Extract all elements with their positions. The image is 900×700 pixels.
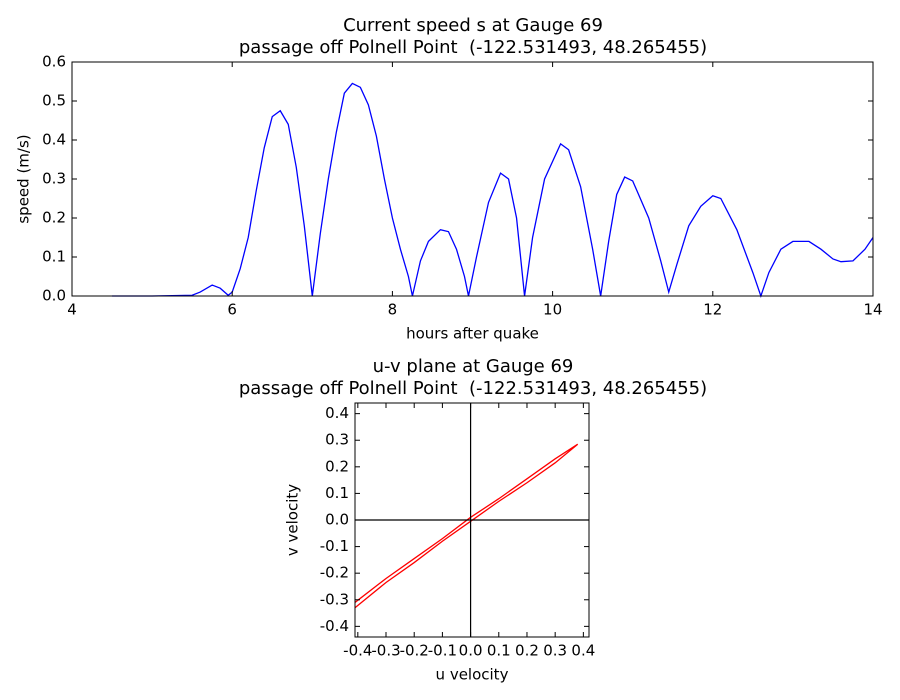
chart-subtitle: passage off Polnell Point (-122.531493, … [239,37,707,58]
data-line [112,82,874,299]
y-tick-label: -0.2 [320,564,349,582]
y-tick-label: 0.3 [325,431,349,449]
x-tick-label: 6 [227,301,237,319]
x-tick-label: 10 [543,301,562,319]
y-tick-label: -0.1 [320,537,349,555]
x-tick-label: 12 [703,301,722,319]
y-tick-label: -0.3 [320,590,349,608]
y-tick-label: 0.4 [42,131,66,149]
chart-title: Current speed s at Gauge 69 [343,15,603,36]
x-tick-label: -0.4 [343,642,372,660]
chart-subtitle: passage off Polnell Point (-122.531493, … [239,378,707,399]
y-axis-label: speed (m/s) [15,134,33,223]
x-tick-label: -0.3 [371,642,400,660]
y-tick-label: 0.5 [42,92,66,110]
y-tick-label: 0.1 [325,484,349,502]
x-tick-label: 0.4 [571,642,595,660]
x-tick-label: 0.2 [515,642,539,660]
y-tick-label: -0.4 [320,617,349,635]
y-tick-label: 0.2 [325,457,349,475]
y-axis-label: v velocity [284,484,302,556]
x-axis-label: hours after quake [406,325,539,343]
x-tick-label: -0.1 [428,642,457,660]
x-tick-label: 0.0 [459,642,483,660]
x-tick-label: 4 [67,301,77,319]
y-tick-label: 0.3 [42,170,66,188]
y-tick-label: 0.2 [42,209,66,227]
y-tick-label: 0.1 [42,248,66,266]
x-tick-label: 0.3 [543,642,567,660]
plot-frame [71,61,874,297]
data-line [354,443,579,609]
x-tick-label: 0.1 [487,642,511,660]
x-axis-label: u velocity [436,666,509,684]
chart-title: u-v plane at Gauge 69 [373,356,574,377]
x-tick-label: -0.2 [400,642,429,660]
y-tick-label: 0.0 [42,287,66,305]
y-tick-label: 0.0 [325,511,349,529]
y-tick-label: 0.6 [42,53,66,71]
y-tick-label: 0.4 [325,404,349,422]
x-tick-label: 8 [388,301,398,319]
x-tick-label: 14 [863,301,882,319]
